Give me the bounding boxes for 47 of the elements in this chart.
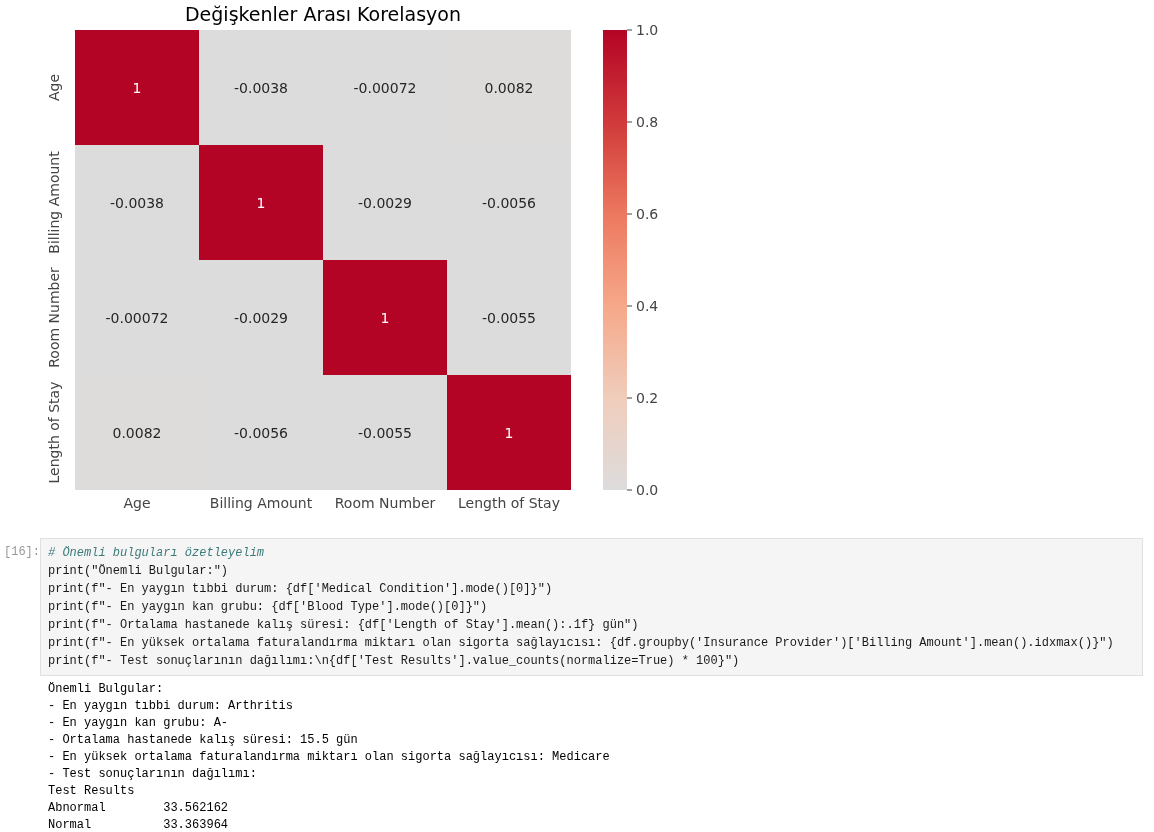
- data-label: 1: [256, 194, 266, 211]
- color-bar-label: 0.8: [636, 114, 659, 130]
- y-tick-label: Age: [46, 73, 62, 102]
- data-label: -0.0029: [233, 309, 289, 326]
- x-tick-label: Billing Amount: [209, 494, 313, 511]
- text: print(f"- En yüksek ortalama faturalandırma miktarı olan sigorta sağlayıcısı: {df.groupby('Insurance Provider')['Billing Amount'].mean().idxmax()}"): [48, 635, 1115, 652]
- data-label: -0.0056: [233, 424, 289, 441]
- x-tick-label: Length of Stay: [458, 494, 560, 511]
- data-label: 0.0082: [484, 79, 534, 96]
- data-label: -0.0055: [481, 309, 537, 326]
- text: # Önemli bulguları özetleyelim: [48, 545, 266, 562]
- chart-title: Değişkenler Arası Korelasyon: [183, 3, 463, 25]
- text: print(f"- En yaygın kan grubu: {df['Blood Type'].mode()[0]}"): [48, 599, 489, 616]
- text: Abnormal 33.562162: [48, 800, 230, 817]
- color-bar-label: 0.0: [636, 482, 659, 498]
- text: Test Results: [48, 783, 136, 800]
- color-bar-label: 0.2: [636, 390, 659, 406]
- data-label: -0.0055: [357, 424, 413, 441]
- data-label: -0.0038: [109, 194, 165, 211]
- data-label: -0.00072: [353, 79, 417, 96]
- data-label: 0.0082: [112, 424, 162, 441]
- data-label: -0.0056: [481, 194, 537, 211]
- y-tick-label: Room Number: [46, 266, 62, 368]
- text: - Ortalama hastanede kalış süresi: 15.5 gün: [48, 732, 359, 749]
- text: [16]:: [4, 544, 41, 561]
- data-label: -0.0038: [233, 79, 289, 96]
- color-bar-label: 0.4: [636, 298, 659, 314]
- data-label: 1: [504, 424, 514, 441]
- text: print(f"- Ortalama hastanede kalış süresi: {df['Length of Stay'].mean():.1f} gün"): [48, 617, 640, 634]
- text: print("Önemli Bulgular:"): [48, 563, 230, 580]
- data-label: -0.00072: [105, 309, 169, 326]
- x-tick-label: Room Number: [334, 494, 436, 511]
- text: print(f"- Test sonuçlarının dağılımı:\n{df['Test Results'].value_counts(normalize=True) * 100}"): [48, 653, 741, 670]
- text: - Test sonuçlarının dağılımı:: [48, 766, 258, 783]
- text: - En yaygın kan grubu: A-: [48, 715, 230, 732]
- data-label: 1: [132, 79, 142, 96]
- text: Önemli Bulgular:: [48, 681, 165, 698]
- text: - En yüksek ortalama faturalandırma miktarı olan sigorta sağlayıcısı: Medicare: [48, 749, 610, 766]
- color-bar-label: 0.6: [636, 206, 659, 222]
- text: - En yaygın tıbbi durum: Arthritis: [48, 698, 294, 715]
- text: print(f"- En yaygın tıbbi durum: {df['Medical Condition'].mode()[0]}"): [48, 581, 554, 598]
- x-tick-label: Age: [123, 494, 151, 511]
- y-tick-label: Billing Amount: [46, 150, 62, 254]
- text: Normal 33.363964: [48, 817, 230, 832]
- color-bar-label: 1.0: [636, 22, 659, 38]
- data-label: 1: [380, 309, 390, 326]
- data-label: -0.0029: [357, 194, 413, 211]
